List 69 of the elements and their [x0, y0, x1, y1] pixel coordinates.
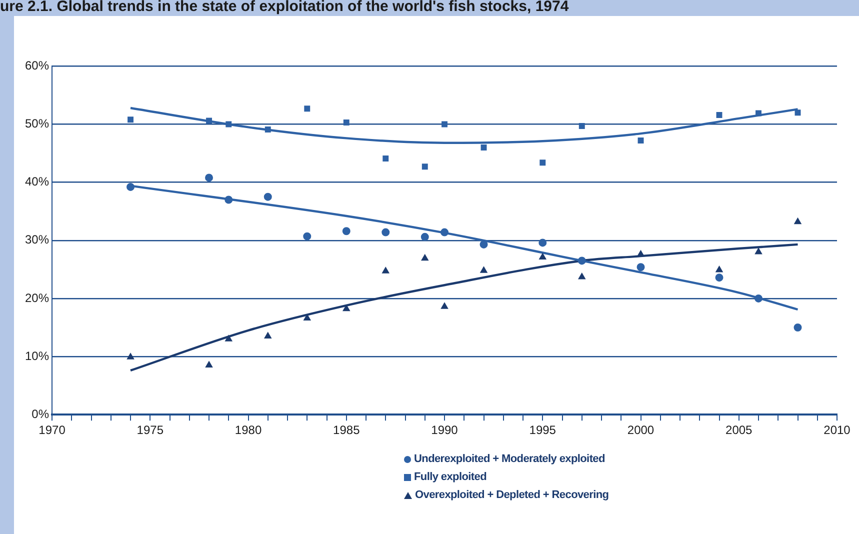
- y-tick-label: 0%: [32, 406, 50, 421]
- point: [264, 126, 271, 132]
- point: [756, 110, 762, 116]
- point: [539, 253, 546, 260]
- point: [304, 106, 310, 112]
- point: [304, 314, 311, 320]
- point: [440, 228, 449, 236]
- point: [578, 123, 585, 129]
- point: [420, 232, 429, 241]
- point: [754, 294, 762, 302]
- point: [716, 112, 722, 118]
- point: [715, 274, 724, 282]
- point: [442, 121, 448, 128]
- point: [382, 228, 390, 236]
- x-tick-label: 1990: [431, 423, 458, 438]
- point: [638, 138, 644, 144]
- point: [224, 196, 233, 204]
- point: [538, 238, 547, 247]
- point: [225, 335, 232, 342]
- point: [440, 302, 448, 309]
- y-tick-label: 50%: [24, 116, 50, 131]
- chart-title: ure 2.1. Global trends in the state of exploitation of the world's fish stocks, 1974: [0, 0, 569, 16]
- x-tick-label: 1975: [136, 423, 164, 438]
- x-tick-label: 2010: [824, 423, 851, 438]
- point: [540, 160, 546, 166]
- point: [421, 254, 428, 261]
- legend-label: Overexploited + Depleted + Recovering: [415, 489, 609, 501]
- point: [303, 232, 312, 240]
- point: [264, 192, 272, 201]
- point: [205, 174, 214, 182]
- point: [126, 182, 135, 191]
- point: [754, 248, 762, 254]
- point: [226, 121, 232, 128]
- point: [794, 324, 802, 332]
- point: [578, 256, 586, 265]
- point: [342, 304, 350, 312]
- x-tick-label: 1995: [529, 423, 556, 438]
- y-tick-label: 20%: [24, 290, 50, 305]
- x-tick-label: 1980: [234, 423, 262, 438]
- y-tick-label: 30%: [24, 232, 50, 247]
- point: [716, 266, 723, 272]
- legend-label: Underexploited + Moderately exploited: [414, 453, 605, 465]
- legend-label: Fully exploited: [414, 471, 487, 483]
- point: [205, 361, 213, 368]
- point: [264, 332, 272, 338]
- line-series: [129, 243, 799, 372]
- point: [382, 156, 389, 162]
- point: [578, 272, 586, 280]
- point: [636, 263, 645, 272]
- point: [422, 164, 428, 170]
- point: [637, 250, 644, 257]
- y-tick-label: 60%: [24, 58, 50, 73]
- point: [128, 116, 134, 123]
- point: [480, 240, 488, 248]
- point: [480, 144, 487, 150]
- point: [794, 218, 802, 224]
- point: [480, 266, 488, 273]
- point: [126, 353, 134, 360]
- y-tick-label: 40%: [24, 174, 50, 189]
- y-tick-label: 10%: [24, 348, 50, 363]
- point: [382, 267, 390, 274]
- point: [343, 120, 350, 126]
- point: [206, 118, 212, 124]
- x-tick-label: 1970: [38, 423, 66, 438]
- x-tick-label: 1985: [333, 423, 360, 438]
- point: [342, 227, 350, 236]
- x-tick-label: 2005: [726, 423, 753, 438]
- point: [794, 110, 801, 116]
- x-tick-label: 2000: [627, 423, 654, 438]
